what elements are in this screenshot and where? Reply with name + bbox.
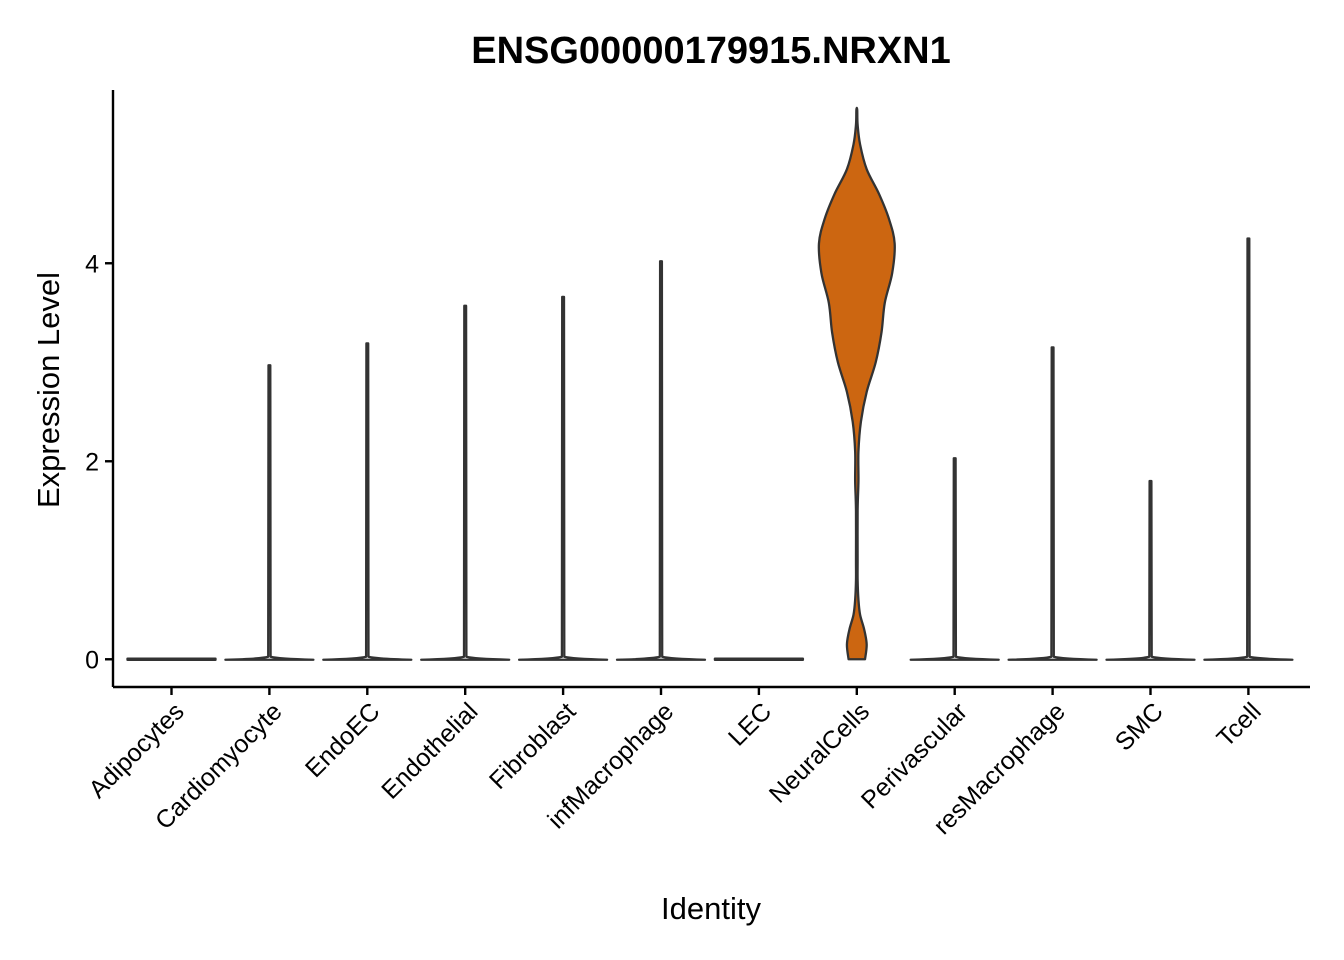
x-tick-label: EndoEC xyxy=(300,697,386,783)
y-tick-label: 0 xyxy=(85,646,99,674)
violin-resmacrophage xyxy=(1007,346,1098,661)
violins-group xyxy=(126,106,1294,662)
violin-infmacrophage xyxy=(615,260,707,661)
violin-neuralcells xyxy=(817,106,896,661)
y-axis-ticks: 0 2 4 xyxy=(85,250,113,674)
x-tick-label: Adipocytes xyxy=(83,697,189,803)
violin-endoec xyxy=(322,342,413,661)
violin-endothelial xyxy=(420,304,511,661)
y-tick-label: 4 xyxy=(85,250,99,278)
y-axis-title: Expression Level xyxy=(31,272,66,508)
x-tick-label: Tcell xyxy=(1211,697,1266,752)
violin-tcell xyxy=(1203,237,1294,661)
violin-fibroblast xyxy=(517,295,609,661)
y-tick-label: 2 xyxy=(85,448,99,476)
chart-title: ENSG00000179915.NRXN1 xyxy=(471,30,951,72)
violin-lec xyxy=(713,657,805,662)
x-tick-label: SMC xyxy=(1110,697,1169,756)
violin-cardiomyocyte xyxy=(224,364,315,661)
violin-perivascular xyxy=(909,457,1000,661)
x-tick-label: Fibroblast xyxy=(484,697,581,794)
violin-adipocytes xyxy=(126,657,217,662)
x-tick-label: LEC xyxy=(723,697,777,751)
x-axis-title: Identity xyxy=(661,891,761,926)
x-tick-label: Endothelial xyxy=(376,697,483,804)
violin-smc xyxy=(1105,479,1196,661)
